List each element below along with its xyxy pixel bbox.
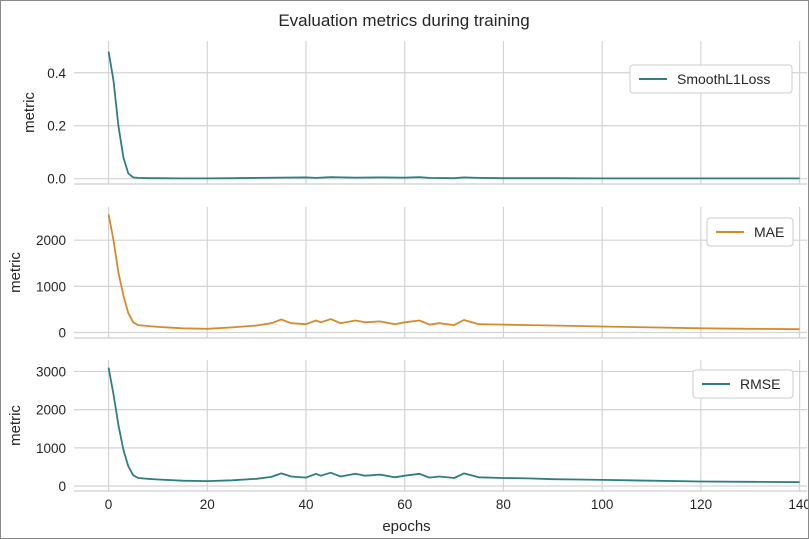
y-tick-label: 0.0 bbox=[47, 172, 66, 187]
x-tick-label: 0 bbox=[105, 497, 113, 512]
series-line-rmse bbox=[107, 367, 800, 484]
x-tick-label: 140 bbox=[788, 497, 808, 512]
x-tick-label: 80 bbox=[496, 497, 511, 512]
legend-label: MAE bbox=[754, 224, 784, 240]
legend-box bbox=[629, 64, 793, 94]
legend: MAE bbox=[706, 217, 794, 247]
y-tick-label: 0.2 bbox=[47, 119, 66, 134]
y-tick-label: 2000 bbox=[36, 403, 66, 418]
y-tick-label: 1000 bbox=[36, 441, 66, 456]
subplot-2: 0 1000 2000 metric MAE bbox=[7, 207, 807, 340]
y-axis-label: metric bbox=[21, 92, 38, 133]
series-line-mae bbox=[107, 214, 800, 331]
subplot-3: 0 1000 2000 3000 metric RMSE 0 20 40 60 80 100 120 14… bbox=[7, 360, 808, 535]
y-axis-label: metric bbox=[7, 405, 24, 446]
y-tick-label: 2000 bbox=[36, 233, 66, 248]
x-tick-label: 120 bbox=[690, 497, 713, 512]
x-tick-label: 60 bbox=[397, 497, 412, 512]
legend: SmoothL1Loss bbox=[629, 64, 793, 94]
x-tick-label: 20 bbox=[200, 497, 215, 512]
x-tick-label: 40 bbox=[298, 497, 313, 512]
y-tick-label: 0.4 bbox=[47, 66, 66, 81]
subplot-1: 0.0 0.2 0.4 metric SmoothL1Loss bbox=[21, 41, 807, 187]
legend-label: RMSE bbox=[740, 376, 780, 392]
figure-title: Evaluation metrics during training bbox=[278, 11, 529, 30]
y-tick-label: 1000 bbox=[36, 279, 66, 294]
legend-label: SmoothL1Loss bbox=[677, 71, 770, 87]
legend-box bbox=[706, 217, 794, 247]
x-axis-label: epochs bbox=[382, 518, 430, 535]
y-tick-label: 0 bbox=[58, 325, 66, 340]
y-axis-label: metric bbox=[7, 252, 24, 293]
y-tick-label: 3000 bbox=[36, 364, 66, 379]
legend-box bbox=[692, 369, 794, 399]
y-tick-label: 0 bbox=[58, 479, 66, 494]
series-line-smoothl1loss bbox=[107, 51, 800, 180]
legend: RMSE bbox=[692, 369, 794, 399]
x-tick-label: 100 bbox=[591, 497, 614, 512]
